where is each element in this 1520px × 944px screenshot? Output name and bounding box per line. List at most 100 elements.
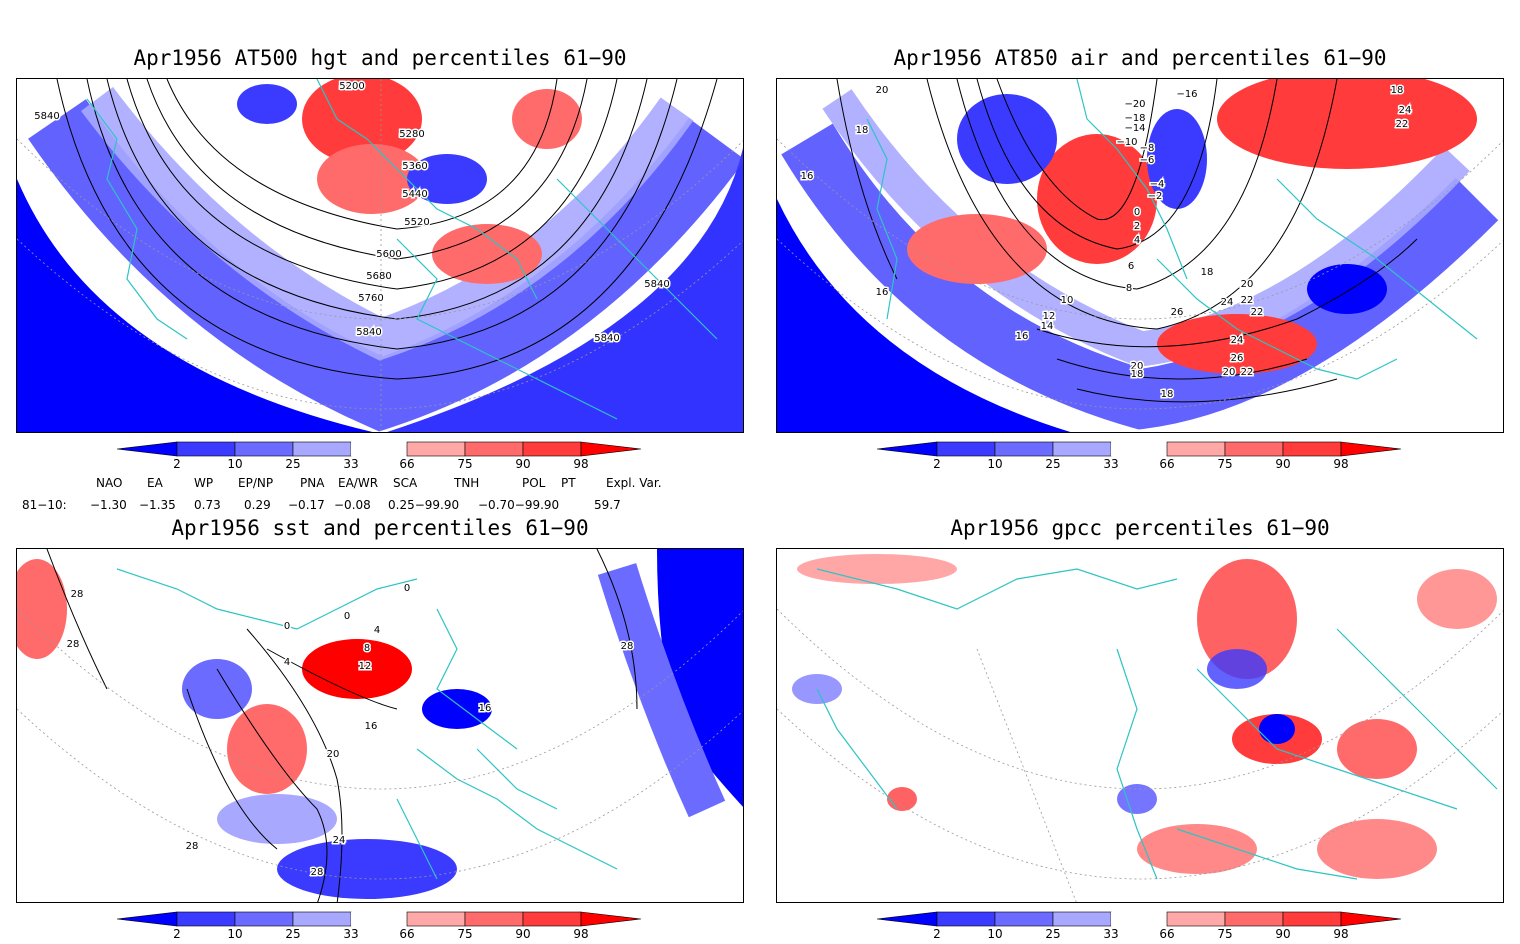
svg-text:22: 22 [1251,307,1264,318]
colorbar-bin [936,911,996,927]
colorbar-bin [464,441,524,457]
contour-label: 20 [1129,360,1145,374]
contour-label: 22 [1239,366,1255,380]
colorbar-arrow-high [580,911,642,927]
svg-text:−4: −4 [1150,179,1165,190]
contour-label: −16 [1175,88,1199,102]
map-panel-hgt: 5200 5280 5360 5440 5520 5600 5680 5760 5840 5840… [16,78,744,433]
colorbar-tick-label: 75 [457,927,472,940]
colorbar-bin [1166,911,1226,927]
svg-text:26: 26 [1171,307,1184,318]
colorbar-tick-label: 10 [987,457,1002,471]
contour-label: 22 [1239,294,1255,308]
colorbar-bin [1224,441,1284,457]
contour-label: 28 [184,840,200,854]
svg-text:4: 4 [1134,235,1140,246]
contour-label: 12 [357,660,373,674]
svg-text:0: 0 [1134,207,1140,218]
colorbar-bin [1166,441,1226,457]
svg-text:12: 12 [1043,311,1056,322]
svg-text:0: 0 [284,621,290,632]
contour-label: 28 [619,640,635,654]
colorbar-bin [522,441,582,457]
colorbar-tick-label: 66 [399,457,414,471]
contour-label: 5200 [338,80,366,94]
colorbar-neutral-bin [351,912,407,926]
colorbar-tick-label: 25 [1045,457,1060,471]
contour-label: 0 [342,610,351,624]
contour-label: 5760 [357,292,385,306]
colorbar-neutral-bin [351,442,407,456]
svg-text:12: 12 [359,661,372,672]
index-value-epnp: 0.29 [244,498,271,512]
colorbar-tick-label: 25 [285,457,300,471]
index-header-sca: SCA [393,476,418,490]
contour-label: 5600 [375,248,403,262]
panel-title-sst: Apr1956 sst and percentiles 61−90 [171,516,589,540]
colorbar-neutral-bin [1111,442,1167,456]
contour-label: 26 [1169,306,1185,320]
colorbar-tick-label: 75 [1217,927,1232,940]
contour-label: 28 [65,638,81,652]
index-value-explvar: 59.7 [594,498,621,512]
colorbar-tick-label: 25 [1045,927,1060,940]
contour-label: 5440 [401,188,429,202]
contour-label: 12 [1041,310,1057,324]
colorbar-bin [406,441,466,457]
contour-label: 16 [1014,330,1030,344]
svg-text:18: 18 [1391,85,1404,96]
svg-text:14: 14 [1041,321,1054,332]
colorbar-tick-label: 90 [1275,927,1290,940]
colorbar-tick-label: 98 [573,927,588,940]
svg-text:5360: 5360 [402,161,427,172]
contour-label: 0 [282,620,291,634]
colorbar-tick-label: 98 [573,457,588,471]
contour-label: 16 [874,286,890,300]
svg-text:−16: −16 [1176,89,1197,100]
panel-title-gpcc: Apr1956 gpcc percentiles 61−90 [950,516,1330,540]
contour-label: 16 [799,170,815,184]
svg-text:8: 8 [1126,283,1132,294]
svg-text:28: 28 [67,639,80,650]
colorbar-arrow-low [876,441,938,457]
colorbar-gpcc: 2 10 25 33 66 75 90 98 [875,910,1405,944]
svg-text:28: 28 [71,589,84,600]
colorbar-tick-label: 98 [1333,927,1348,940]
svg-text:26: 26 [1231,353,1244,364]
colorbar-bin [994,911,1054,927]
colorbar-tick-label: 33 [343,457,358,471]
contour-label: 5360 [401,160,429,174]
colorbar-tick-label: 66 [1159,927,1174,940]
svg-text:5440: 5440 [402,189,427,200]
svg-text:5520: 5520 [404,217,429,228]
contour-label: 14 [1039,320,1055,334]
colorbar-tick-label: 2 [173,457,181,471]
colorbar-arrow-high [1340,441,1402,457]
svg-text:24: 24 [1231,335,1244,346]
contour-label: −10 [1115,136,1139,150]
svg-text:16: 16 [876,287,889,298]
index-header-epnp: EP/NP [238,476,274,490]
colorbar-tick-label: 75 [457,457,472,471]
contour-label: 8 [1124,282,1133,296]
contour-label: 18 [1389,84,1405,98]
svg-text:22: 22 [1241,295,1254,306]
colorbar-bin [1052,911,1112,927]
svg-text:16: 16 [801,171,814,182]
contour-label: 5840 [355,326,383,340]
colorbar-tick-label: 2 [933,457,941,471]
colorbar-tick-label: 66 [399,927,414,940]
contour-label: 20 [874,84,890,98]
colorbar-arrow-low [116,441,178,457]
contour-label: 18 [1199,266,1215,280]
svg-text:5840: 5840 [356,327,381,338]
svg-text:2: 2 [1134,221,1140,232]
svg-text:28: 28 [311,867,324,878]
svg-text:5760: 5760 [358,293,383,304]
index-header-tnh: TNH [454,476,480,490]
colorbar-bin [176,911,236,927]
contour-label: 18 [1129,368,1145,382]
contour-label: −8 [1138,142,1156,156]
colorbar-tick-label: 33 [1103,457,1118,471]
index-value-wp: 0.73 [194,498,221,512]
